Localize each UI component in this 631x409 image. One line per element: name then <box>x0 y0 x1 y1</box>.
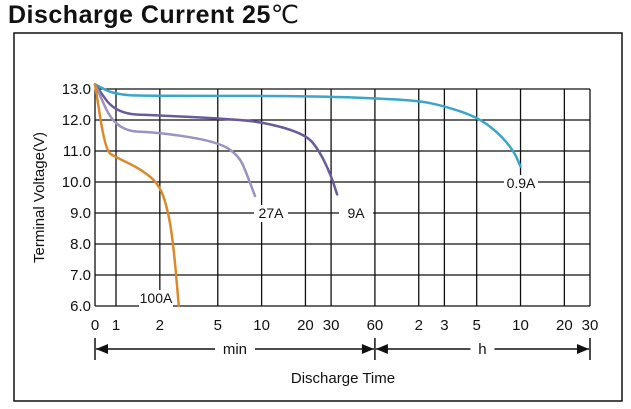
y-axis-label: Terminal Voltage(V) <box>31 132 48 263</box>
series-line-27a <box>93 83 257 198</box>
series-line-0.9a <box>93 83 522 168</box>
series-label-27a: 27A <box>259 205 285 221</box>
series-group: 0.9A 9A 27A 100A <box>93 83 538 308</box>
series-label-100a: 100A <box>140 290 173 306</box>
y-tick-label: 6.0 <box>70 298 91 315</box>
chart-title-unit: ℃ <box>270 1 300 29</box>
chart-title: Discharge Current 25℃ <box>8 0 299 30</box>
h-range-label: h <box>478 341 486 358</box>
y-tick-label: 12.0 <box>62 112 91 129</box>
series-label-9a: 9A <box>347 205 365 221</box>
min-range-label: min <box>223 341 247 358</box>
series-label-0.9a: 0.9A <box>507 175 536 191</box>
x-tick-label: 2 <box>415 317 423 334</box>
series-label-bg <box>254 205 288 222</box>
y-tick-label: 7.0 <box>70 267 91 284</box>
axis-labels: Terminal Voltage(V) min h Discharge Time <box>31 132 591 387</box>
x-tick-label: 60 <box>367 317 384 334</box>
range-min-arrow-left-icon <box>96 344 108 354</box>
y-tick-label: 10.0 <box>62 174 91 191</box>
min-label-bg <box>214 339 255 359</box>
x-tick-label: 3 <box>440 317 448 334</box>
x-tick-label: 10 <box>512 317 529 334</box>
series-line-9a <box>93 83 339 196</box>
series-line-100a <box>93 83 181 308</box>
x-tick-label: 5 <box>214 317 222 334</box>
x-tick-label: 30 <box>582 317 599 334</box>
range-min-arrow-right-icon <box>361 344 374 354</box>
x-tick-label: 0 <box>91 317 99 334</box>
y-tick-label: 11.0 <box>63 143 91 160</box>
grid-lines <box>94 88 591 307</box>
x-tick-label: 2 <box>156 317 164 334</box>
x-axis-label: Discharge Time <box>291 370 395 387</box>
x-tick-label: 20 <box>297 317 314 334</box>
range-h-arrow-left-icon <box>375 344 388 354</box>
x-tick-label: 20 <box>556 317 573 334</box>
series-label-bg <box>504 175 538 192</box>
chart-title-text: Discharge Current 25 <box>8 1 271 29</box>
x-tick-label: 30 <box>323 317 340 334</box>
x-tick-label: 5 <box>473 317 481 334</box>
y-tick-label: 8.0 <box>70 236 91 253</box>
h-label-bg <box>470 339 495 359</box>
plot-frame <box>13 32 623 402</box>
x-tick-label: 1 <box>112 317 120 334</box>
range-h-arrow-right-icon <box>577 344 589 354</box>
tick-labels: 13.0 12.0 11.0 10.0 9.0 8.0 7.0 6.00 1 2 5 10 20 30 60… <box>62 81 599 334</box>
series-label-bg <box>339 205 373 222</box>
y-tick-label: 9.0 <box>70 205 91 222</box>
series-label-bg <box>139 290 173 307</box>
y-tick-label: 13.0 <box>62 81 91 98</box>
x-tick-label: 10 <box>253 317 270 334</box>
